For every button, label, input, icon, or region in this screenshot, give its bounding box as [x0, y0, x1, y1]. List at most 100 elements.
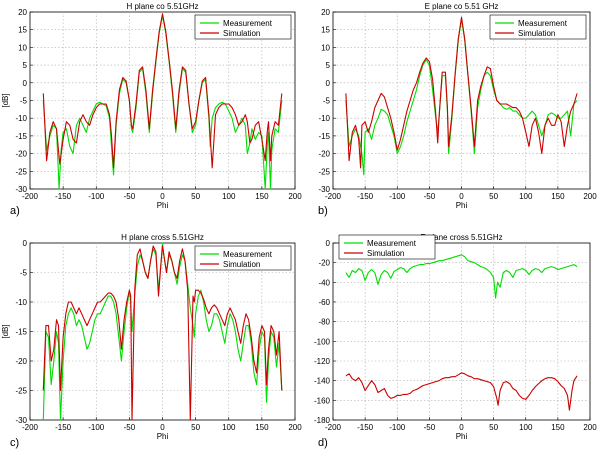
x-tick-label: 200 — [288, 192, 302, 201]
y-tick-label: -20 — [15, 357, 27, 366]
x-tick-label: 0 — [459, 192, 464, 201]
legend-entry: Simulation — [367, 249, 404, 258]
x-tick-label: -50 — [124, 192, 136, 201]
y-tick-label: -10 — [15, 114, 27, 123]
y-tick-label: -40 — [318, 278, 330, 287]
legend-box — [194, 14, 292, 40]
x-tick-label: -150 — [55, 423, 72, 432]
y-tick-label: -10 — [15, 298, 27, 307]
panel-letter: d) — [318, 437, 328, 449]
legend-entry: Measurement — [223, 19, 273, 28]
x-tick-label: -50 — [124, 423, 136, 432]
legend-entry: Measurement — [223, 250, 273, 259]
x-tick-label: 50 — [191, 423, 200, 432]
y-tick-label: 15 — [18, 26, 27, 35]
x-tick-label: 0 — [160, 192, 165, 201]
chart-panel-4: -200 -150 -100 -50 0 50 100 150 200 0 -20 -40 -60 -80… — [314, 233, 597, 449]
legend-box — [338, 234, 436, 260]
y-tick-label: 0 — [326, 239, 331, 248]
x-tick-label: -150 — [55, 192, 72, 201]
x-tick-label: -200 — [22, 192, 39, 201]
y-tick-label: -100 — [314, 337, 331, 346]
legend-box — [489, 14, 587, 40]
x-tick-label: -100 — [88, 192, 105, 201]
x-tick-label: -100 — [88, 423, 105, 432]
x-tick-label: 100 — [519, 423, 533, 432]
panel-letter: c) — [10, 437, 19, 449]
y-tick-label: -140 — [314, 377, 331, 386]
legend-entry: Measurement — [367, 239, 417, 248]
x-tick-label: 200 — [583, 423, 597, 432]
panel-letter: a) — [10, 205, 20, 217]
x-tick-label: -50 — [424, 423, 436, 432]
y-tick-label: -20 — [318, 259, 330, 268]
y-tick-label: -15 — [15, 328, 27, 337]
y-tick-label: -180 — [314, 416, 331, 425]
series-line-simulation — [345, 372, 578, 411]
y-tick-label: 10 — [321, 43, 330, 52]
y-tick-label: -5 — [323, 97, 331, 106]
y-tick-label: 10 — [18, 43, 27, 52]
panel-letter: b) — [318, 205, 328, 217]
x-tick-label: 50 — [191, 192, 200, 201]
x-tick-label: -150 — [357, 423, 374, 432]
y-tick-label: -10 — [318, 114, 330, 123]
x-tick-label: 150 — [551, 192, 565, 201]
x-tick-label: -50 — [424, 192, 436, 201]
x-axis-label: Phi — [157, 432, 169, 441]
x-tick-label: -200 — [325, 423, 342, 432]
y-tick-label: 5 — [326, 61, 331, 70]
legend-entry: Simulation — [223, 260, 260, 269]
series-line-measurement — [345, 254, 578, 299]
legend-box — [194, 245, 292, 271]
x-tick-label: 0 — [160, 423, 165, 432]
y-tick-label: -80 — [318, 318, 330, 327]
y-tick-label: -160 — [314, 396, 331, 405]
y-tick-label: -20 — [318, 150, 330, 159]
y-tick-label: 20 — [321, 8, 330, 17]
y-tick-label: -25 — [318, 167, 330, 176]
series-line-measurement — [42, 242, 283, 421]
x-tick-label: -200 — [22, 423, 39, 432]
chart-title: H plane cross 5.51GHz — [121, 233, 204, 242]
y-tick-label: -30 — [15, 185, 27, 194]
y-tick-label: -5 — [20, 97, 28, 106]
x-tick-label: 0 — [459, 423, 464, 432]
chart-panel-3: -200 -150 -100 -50 0 50 100 150 200 0 -5 -10 -15 -20 -… — [1, 233, 302, 449]
y-tick-label: -60 — [318, 298, 330, 307]
y-tick-label: -30 — [318, 185, 330, 194]
x-tick-label: 150 — [551, 423, 565, 432]
y-axis-label: [dB] — [1, 324, 10, 338]
x-axis-label: Phi — [157, 201, 169, 210]
x-tick-label: 200 — [288, 423, 302, 432]
chart-title: E plane cross 5.51GHz — [420, 233, 502, 242]
y-tick-label: -15 — [318, 132, 330, 141]
x-tick-label: 100 — [222, 192, 236, 201]
x-tick-label: -150 — [357, 192, 374, 201]
y-tick-label: 0 — [326, 79, 331, 88]
chart-title: E plane co 5.51 GHz — [425, 2, 499, 11]
chart-title: H plane co 5.51GHz — [126, 2, 198, 11]
chart-panel-1: -200 -150 -100 -50 0 50 100 150 20020151050-5-10… — [1, 2, 302, 217]
x-tick-label: -100 — [389, 423, 406, 432]
x-tick-label: 100 — [519, 192, 533, 201]
series-line-simulation — [42, 245, 283, 421]
legend-entry: Simulation — [223, 29, 260, 38]
x-tick-label: 150 — [255, 192, 269, 201]
x-tick-label: -200 — [325, 192, 342, 201]
legend-entry: Simulation — [518, 29, 555, 38]
x-tick-label: 150 — [255, 423, 269, 432]
y-axis-label: [dB] — [1, 93, 10, 107]
series-line-simulation — [42, 13, 283, 169]
y-tick-label: -15 — [15, 132, 27, 141]
y-tick-label: 0 — [23, 79, 28, 88]
x-tick-label: -100 — [389, 192, 406, 201]
x-tick-label: 200 — [583, 192, 597, 201]
y-tick-label: -120 — [314, 357, 331, 366]
y-tick-label: 20 — [18, 8, 27, 17]
